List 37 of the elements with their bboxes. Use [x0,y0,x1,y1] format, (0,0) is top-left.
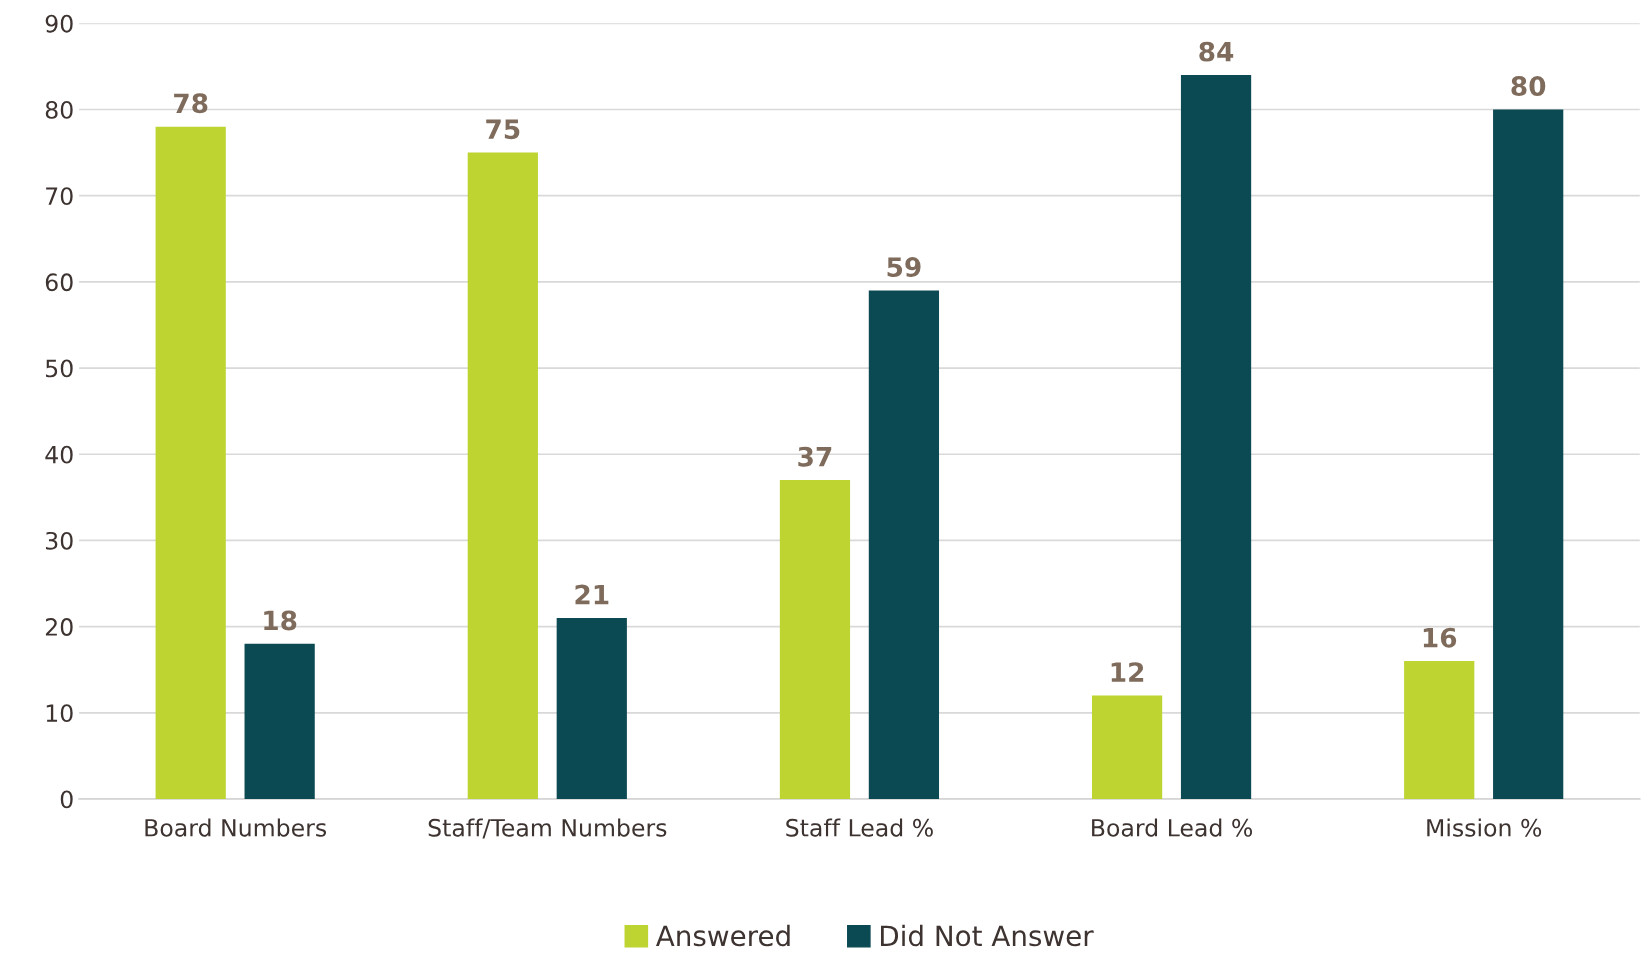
data-label: 18 [264,610,297,631]
legend-label: Answered [655,924,790,947]
bar [556,618,627,799]
bar [155,126,226,799]
bar [1091,695,1163,799]
x-tick-label: Board Numbers [145,818,327,837]
bar [779,480,851,799]
data-label: 16 [1423,627,1457,648]
y-tick-label: 80 [45,100,73,119]
legend-label: Did Not Answer [881,924,1094,947]
y-tick-label: 40 [45,445,73,464]
bar [1180,75,1252,799]
y-tick-label: 50 [46,359,73,378]
bar [244,643,315,799]
data-label: 21 [575,584,609,605]
y-tick-label: 0 [60,790,73,809]
y-tick-label: 60 [45,273,73,292]
bar [1493,109,1564,799]
data-label: 12 [1111,662,1144,682]
data-label: 37 [798,446,832,467]
bar [1404,661,1475,799]
data-label: 75 [486,119,520,140]
data-label: 84 [1199,41,1234,62]
x-tick-label: Mission % [1427,818,1542,837]
y-tick-label: 10 [46,704,73,723]
data-label: 80 [1511,76,1546,97]
x-tick-label: Staff Lead % [786,818,933,837]
data-label: 59 [887,257,921,278]
x-tick-label: Staff/Team Numbers [428,818,667,839]
data-label: 78 [174,93,208,114]
bar [467,152,538,799]
y-tick-label: 20 [45,618,73,636]
x-tick-label: Board Lead % [1092,818,1253,837]
bar [868,290,940,799]
y-tick-label: 30 [46,531,73,550]
y-tick-label: 90 [45,14,73,33]
y-tick-label: 70 [46,187,73,205]
